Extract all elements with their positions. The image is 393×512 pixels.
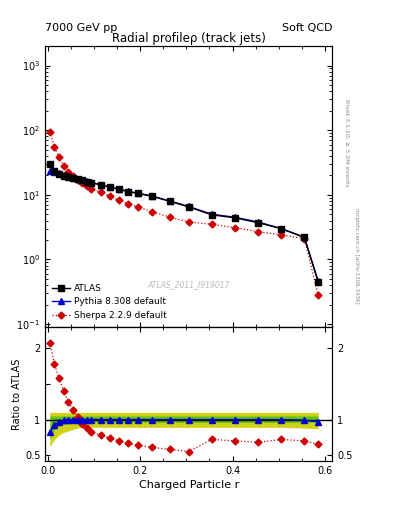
Sherpa 2.2.9 default bbox=[135, 204, 140, 210]
ATLAS bbox=[48, 161, 52, 167]
Text: Soft QCD: Soft QCD bbox=[282, 23, 332, 33]
ATLAS bbox=[168, 198, 173, 204]
Pythia 8.308 default bbox=[302, 234, 307, 240]
Sherpa 2.2.9 default bbox=[117, 197, 121, 203]
Sherpa 2.2.9 default bbox=[233, 225, 237, 231]
ATLAS bbox=[316, 279, 321, 285]
Legend: ATLAS, Pythia 8.308 default, Sherpa 2.2.9 default: ATLAS, Pythia 8.308 default, Sherpa 2.2.… bbox=[50, 281, 169, 323]
Pythia 8.308 default bbox=[89, 179, 94, 185]
Sherpa 2.2.9 default bbox=[256, 228, 261, 234]
ATLAS bbox=[126, 188, 131, 195]
Sherpa 2.2.9 default bbox=[75, 177, 80, 183]
ATLAS bbox=[302, 234, 307, 240]
Pythia 8.308 default bbox=[149, 193, 154, 199]
ATLAS bbox=[71, 175, 75, 181]
Pythia 8.308 default bbox=[279, 225, 283, 231]
ATLAS bbox=[61, 173, 66, 179]
Text: 7000 GeV pp: 7000 GeV pp bbox=[45, 23, 118, 33]
ATLAS bbox=[209, 212, 214, 218]
Pythia 8.308 default bbox=[98, 182, 103, 188]
Pythia 8.308 default bbox=[117, 186, 121, 193]
ATLAS bbox=[186, 204, 191, 210]
Sherpa 2.2.9 default bbox=[48, 129, 52, 135]
Y-axis label: Ratio to ATLAS: Ratio to ATLAS bbox=[12, 358, 22, 430]
ATLAS bbox=[66, 174, 71, 180]
Sherpa 2.2.9 default bbox=[168, 214, 173, 220]
ATLAS bbox=[233, 215, 237, 221]
Sherpa 2.2.9 default bbox=[108, 193, 112, 199]
Pythia 8.308 default bbox=[256, 219, 261, 225]
Sherpa 2.2.9 default bbox=[302, 236, 307, 242]
Sherpa 2.2.9 default bbox=[316, 292, 321, 298]
ATLAS bbox=[108, 184, 112, 190]
Pythia 8.308 default bbox=[57, 170, 61, 177]
Sherpa 2.2.9 default bbox=[61, 163, 66, 169]
Sherpa 2.2.9 default bbox=[80, 180, 84, 186]
Title: Radial profileρ (track jets): Radial profileρ (track jets) bbox=[112, 32, 266, 45]
ATLAS bbox=[117, 186, 121, 193]
Sherpa 2.2.9 default bbox=[89, 185, 94, 191]
Sherpa 2.2.9 default bbox=[209, 221, 214, 227]
Pythia 8.308 default bbox=[135, 190, 140, 196]
Pythia 8.308 default bbox=[75, 176, 80, 182]
Text: ATLAS_2011_I919017: ATLAS_2011_I919017 bbox=[147, 281, 230, 289]
ATLAS bbox=[57, 171, 61, 177]
Pythia 8.308 default bbox=[316, 278, 321, 284]
Sherpa 2.2.9 default bbox=[57, 154, 61, 160]
Line: ATLAS: ATLAS bbox=[47, 161, 321, 285]
ATLAS bbox=[279, 225, 283, 231]
Line: Sherpa 2.2.9 default: Sherpa 2.2.9 default bbox=[48, 129, 321, 297]
Pythia 8.308 default bbox=[209, 211, 214, 217]
Pythia 8.308 default bbox=[108, 184, 112, 190]
Sherpa 2.2.9 default bbox=[126, 201, 131, 207]
Sherpa 2.2.9 default bbox=[186, 219, 191, 225]
Pythia 8.308 default bbox=[186, 203, 191, 209]
Sherpa 2.2.9 default bbox=[84, 183, 89, 189]
Pythia 8.308 default bbox=[233, 214, 237, 220]
ATLAS bbox=[135, 190, 140, 197]
Text: mcplots.cern.ch [arXiv:1306.3436]: mcplots.cern.ch [arXiv:1306.3436] bbox=[354, 208, 359, 304]
Pythia 8.308 default bbox=[61, 172, 66, 178]
ATLAS bbox=[52, 168, 57, 175]
Pythia 8.308 default bbox=[80, 177, 84, 183]
Sherpa 2.2.9 default bbox=[66, 169, 71, 175]
Pythia 8.308 default bbox=[168, 198, 173, 204]
ATLAS bbox=[149, 193, 154, 199]
Sherpa 2.2.9 default bbox=[71, 173, 75, 179]
Pythia 8.308 default bbox=[126, 188, 131, 195]
Line: Pythia 8.308 default: Pythia 8.308 default bbox=[47, 168, 321, 284]
Sherpa 2.2.9 default bbox=[149, 208, 154, 215]
Text: Rivet 3.1.10; ≥ 3.2M events: Rivet 3.1.10; ≥ 3.2M events bbox=[344, 99, 349, 187]
Sherpa 2.2.9 default bbox=[52, 144, 57, 150]
Pythia 8.308 default bbox=[71, 175, 75, 181]
X-axis label: Charged Particle r: Charged Particle r bbox=[138, 480, 239, 490]
ATLAS bbox=[98, 182, 103, 188]
Pythia 8.308 default bbox=[52, 169, 57, 175]
ATLAS bbox=[75, 176, 80, 182]
Pythia 8.308 default bbox=[66, 174, 71, 180]
Sherpa 2.2.9 default bbox=[98, 189, 103, 195]
Sherpa 2.2.9 default bbox=[279, 232, 283, 238]
ATLAS bbox=[256, 220, 261, 226]
ATLAS bbox=[84, 179, 89, 185]
Pythia 8.308 default bbox=[48, 168, 52, 175]
ATLAS bbox=[80, 177, 84, 183]
Pythia 8.308 default bbox=[84, 178, 89, 184]
ATLAS bbox=[89, 180, 94, 186]
